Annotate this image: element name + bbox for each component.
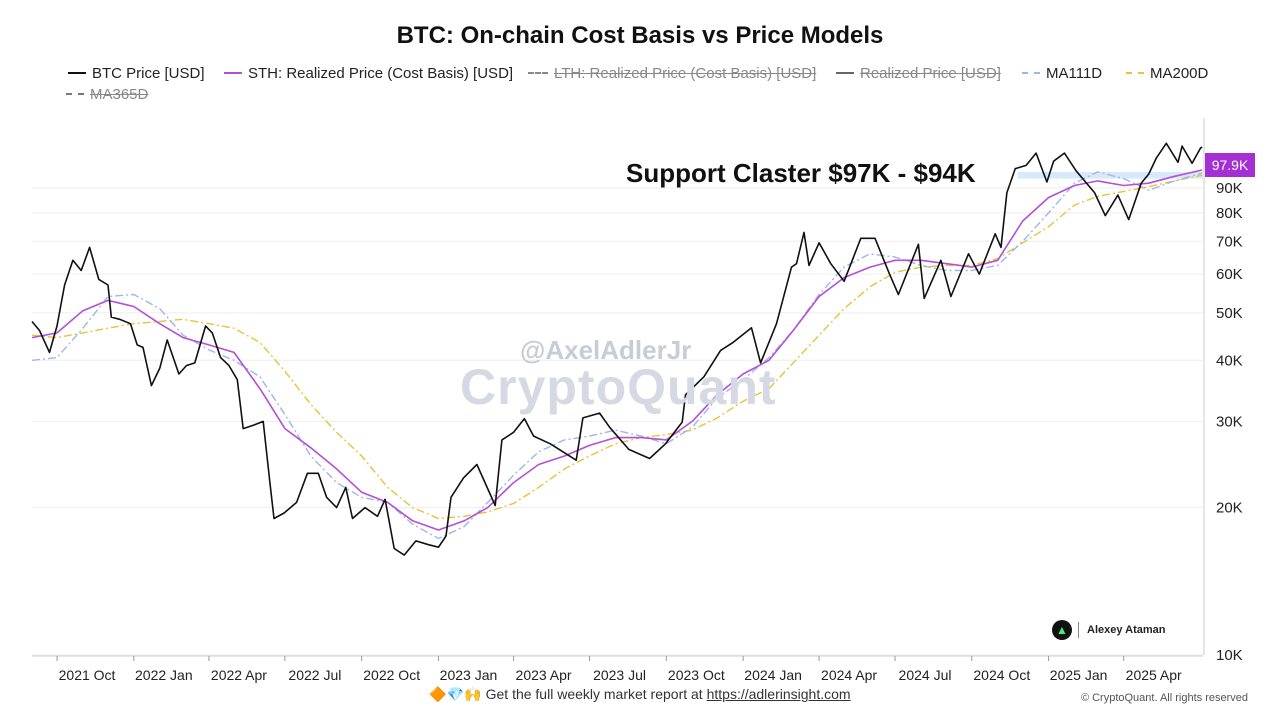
x-tick-label: 2022 Jan (135, 667, 193, 683)
legend-swatch (1126, 72, 1144, 74)
y-tick-label: 20K (1216, 500, 1243, 517)
series-line-ma111d (31, 171, 1203, 540)
legend-label: LTH: Realized Price (Cost Basis) [USD] (554, 64, 817, 82)
author-logo-icon: ▲ (1052, 620, 1072, 640)
footer-link[interactable]: https://adlerinsight.com (706, 686, 851, 702)
legend-label: MA111D (1046, 64, 1103, 82)
author-badge: ▲ Alexey Ataman (1052, 620, 1165, 640)
watermark-brand: CryptoQuant (460, 359, 777, 415)
chart-title: BTC: On-chain Cost Basis vs Price Models (396, 22, 884, 49)
legend-label: Realized Price [USD] (860, 64, 1001, 82)
x-tick-label: 2023 Oct (668, 667, 725, 683)
y-tick-label: 60K (1216, 266, 1243, 283)
y-tick-label: 10K (1216, 647, 1243, 664)
x-tick-label: 2022 Oct (363, 667, 420, 683)
x-tick-label: 2022 Apr (211, 667, 267, 683)
y-tick-label: 40K (1216, 352, 1243, 369)
y-tick-label: 50K (1216, 305, 1243, 322)
legend-label: BTC Price [USD] (92, 64, 205, 82)
legend-label: MA200D (1150, 64, 1209, 82)
x-tick-label: 2021 Oct (59, 667, 116, 683)
legend-swatch (528, 72, 548, 74)
divider (1078, 622, 1079, 638)
y-tick-label: 80K (1216, 205, 1243, 222)
current-price-tag: 97.9K (1205, 153, 1255, 177)
watermark-handle: @AxelAdlerJr (520, 335, 692, 365)
footer-text: Get the full weekly market report at (485, 686, 703, 702)
y-tick-label: 70K (1216, 233, 1243, 250)
legend-swatch (1022, 72, 1040, 74)
x-tick-label: 2023 Jul (593, 667, 646, 683)
x-tick-label: 2024 Jul (899, 667, 952, 683)
legend-item-ma111d[interactable]: MA111D (1022, 62, 1102, 84)
legend-item-lth-realized-price[interactable]: LTH: Realized Price (Cost Basis) [USD] (528, 62, 816, 84)
legend-item-ma365d[interactable]: MA365D (66, 83, 148, 105)
legend-swatch (836, 72, 854, 74)
support-cluster-annotation: Support Claster $97K - $94K (626, 158, 976, 188)
author-name: Alexey Ataman (1087, 624, 1166, 636)
series-line-ma200d (31, 174, 1203, 520)
footer: 🔶💎🙌 Get the full weekly market report at… (0, 686, 1280, 703)
copyright: © CryptoQuant. All rights reserved (1080, 692, 1248, 704)
legend-swatch (66, 93, 84, 95)
legend-swatch (224, 72, 242, 74)
legend-item-ma200d[interactable]: MA200D (1126, 62, 1208, 84)
x-tick-label: 2025 Apr (1126, 667, 1182, 683)
y-tick-label: 30K (1216, 413, 1243, 430)
x-tick-label: 2024 Oct (973, 667, 1030, 683)
series-line-sth-realized-price-cost-basis-usd (31, 169, 1203, 531)
legend-label: MA365D (90, 85, 149, 103)
x-tick-label: 2025 Jan (1050, 667, 1108, 683)
legend-item-realized-price[interactable]: Realized Price [USD] (836, 62, 1001, 84)
x-tick-label: 2022 Jul (288, 667, 341, 683)
x-tick-label: 2023 Jan (440, 667, 498, 683)
footer-emoji-icons: 🔶💎🙌 (429, 686, 482, 702)
legend-label: STH: Realized Price (Cost Basis) [USD] (248, 64, 514, 82)
series-line-btc-price-usd (31, 142, 1203, 556)
y-tick-label: 90K (1216, 180, 1243, 197)
legend-item-sth-realized-price[interactable]: STH: Realized Price (Cost Basis) [USD] (224, 62, 513, 84)
x-tick-label: 2023 Apr (516, 667, 572, 683)
legend-swatch (68, 72, 86, 74)
x-tick-label: 2024 Jan (744, 667, 802, 683)
x-tick-label: 2024 Apr (821, 667, 877, 683)
legend-item-btc-price[interactable]: BTC Price [USD] (68, 62, 205, 84)
